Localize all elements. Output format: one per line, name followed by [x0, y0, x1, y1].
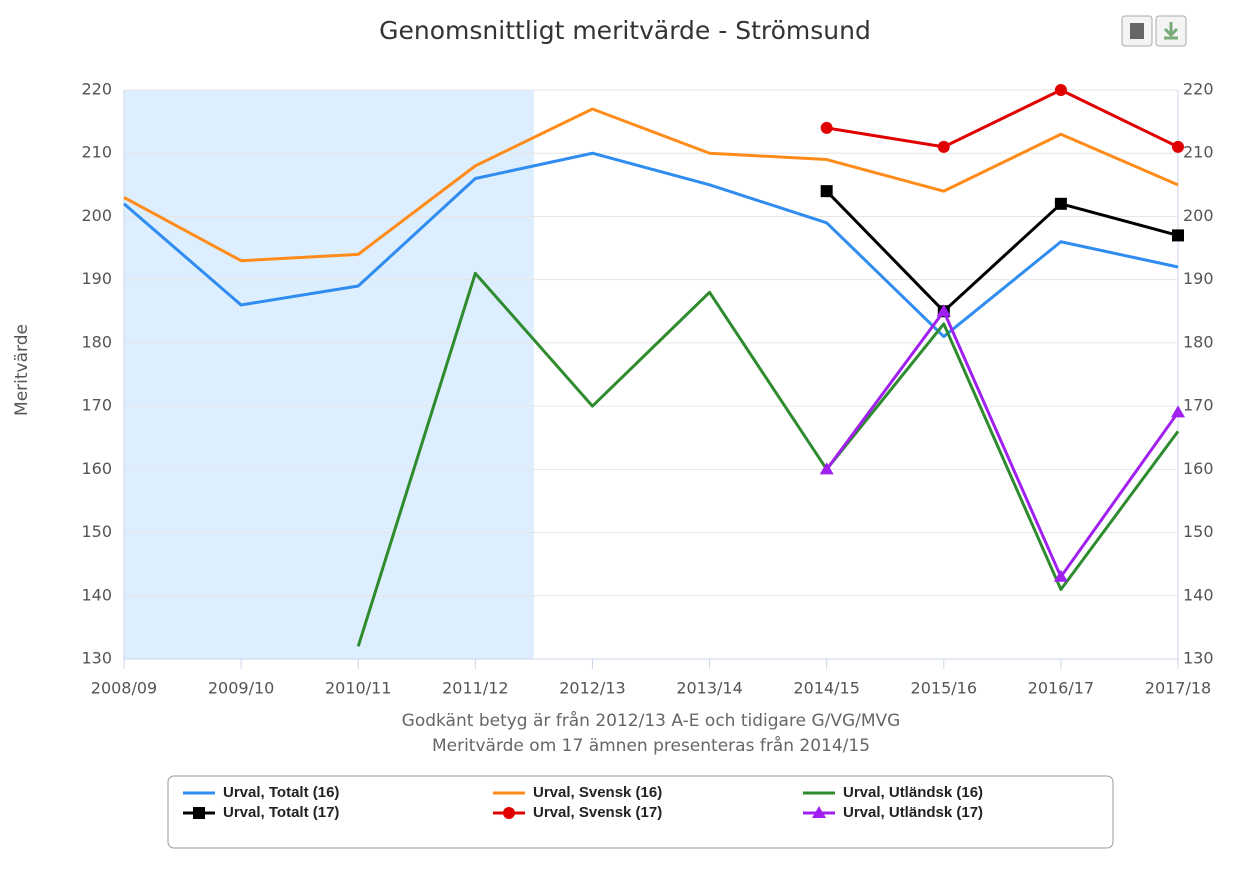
marker	[503, 807, 515, 819]
y2-tick-label: 160	[1183, 459, 1214, 478]
y-axis-label: Meritvärde	[12, 324, 32, 416]
marker	[1053, 569, 1068, 582]
y2-tick-label: 180	[1183, 332, 1214, 351]
marker	[1172, 140, 1184, 153]
y2-tick-label: 220	[1183, 80, 1214, 99]
marker	[1171, 405, 1185, 418]
y-tick-label: 220	[81, 80, 112, 99]
y2-tick-label: 210	[1183, 143, 1214, 162]
marker	[820, 121, 833, 134]
print-button[interactable]	[1121, 15, 1153, 47]
x-tick-label: 2014/15	[793, 679, 859, 698]
y2-tick-label: 130	[1183, 649, 1214, 668]
x-tick-label: 2015/16	[911, 679, 977, 698]
line	[825, 309, 1180, 579]
marker	[812, 806, 826, 818]
legend-label: Urval, Svensk (17)	[533, 804, 662, 821]
plot-band	[124, 90, 534, 659]
legend-label: Urval, Svensk (16)	[533, 784, 662, 801]
line	[356, 271, 1180, 647]
y-tick-label: 150	[81, 522, 112, 541]
marker	[936, 304, 951, 317]
y-tick-label: 140	[81, 585, 112, 604]
x-tick-label: 2008/09	[91, 679, 157, 698]
line	[826, 88, 1179, 149]
y2-tick-label: 140	[1183, 585, 1214, 604]
y-tick-label: 180	[81, 332, 112, 351]
marker	[820, 185, 833, 198]
marker	[1172, 229, 1184, 242]
y-tick-label: 200	[81, 206, 112, 225]
x-tick-label: 2013/14	[676, 679, 742, 698]
x-tick-label: 2012/13	[559, 679, 625, 698]
x-tick-label: 2017/18	[1145, 679, 1211, 698]
line	[825, 190, 1179, 313]
x-tick-label: 2010/11	[325, 679, 391, 698]
marker	[819, 462, 834, 475]
y-tick-label: 210	[81, 143, 112, 162]
y2-tick-label: 170	[1183, 396, 1214, 415]
x-tick-label: 2009/10	[208, 679, 274, 698]
y2-tick-label: 200	[1183, 206, 1214, 225]
note: Meritvärde om 17 ämnen presenteras från …	[432, 735, 870, 756]
legend-box	[167, 775, 1114, 849]
marker	[1054, 84, 1067, 96]
note: Godkänt betyg är från 2012/13 A-E och ti…	[402, 710, 901, 731]
legend-label: Urval, Utländsk (16)	[843, 784, 983, 801]
x-tick-label: 2016/17	[1028, 679, 1094, 698]
y-tick-label: 160	[81, 459, 112, 478]
legend-label: Urval, Totalt (17)	[223, 804, 339, 821]
y2-tick-label: 150	[1183, 522, 1214, 541]
legend-label: Urval, Utländsk (17)	[843, 804, 983, 821]
y-tick-label: 170	[81, 396, 112, 415]
line	[123, 107, 1179, 263]
legend-label: Urval, Totalt (16)	[223, 784, 339, 801]
chart-title: Genomsnittligt meritvärde - Strömsund	[379, 16, 871, 45]
x-tick-label: 2011/12	[442, 679, 508, 698]
download-button[interactable]	[1155, 15, 1187, 47]
marker	[937, 140, 950, 153]
line	[123, 151, 1179, 339]
marker	[193, 807, 205, 819]
y-tick-label: 130	[81, 649, 112, 668]
marker	[1054, 197, 1067, 210]
y-tick-label: 190	[81, 269, 112, 288]
y2-tick-label: 190	[1183, 269, 1214, 288]
